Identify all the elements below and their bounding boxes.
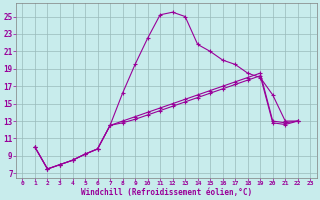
X-axis label: Windchill (Refroidissement éolien,°C): Windchill (Refroidissement éolien,°C) bbox=[81, 188, 252, 197]
